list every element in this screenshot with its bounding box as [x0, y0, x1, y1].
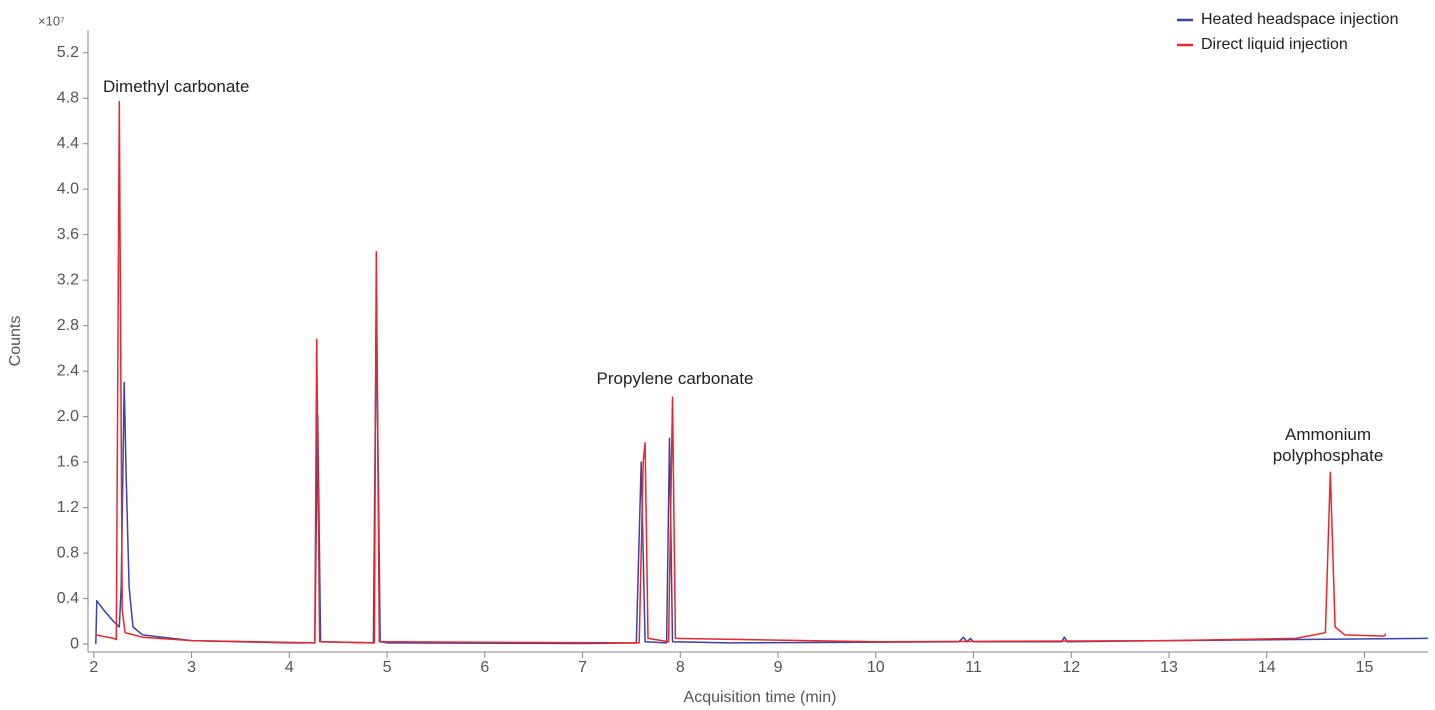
y-tick-label: 4.8 [57, 89, 79, 106]
x-tick-label: 14 [1258, 659, 1276, 676]
axis-multiplier: ×10⁷ [38, 13, 65, 28]
y-tick-label: 2.0 [57, 408, 79, 425]
x-tick-label: 5 [383, 659, 392, 676]
x-tick-label: 7 [578, 659, 587, 676]
x-tick-label: 6 [480, 659, 489, 676]
y-axis-title: Counts [7, 316, 24, 367]
x-tick-label: 11 [965, 659, 982, 676]
y-tick-label: 0.4 [57, 590, 79, 607]
legend-label: Heated headspace injection [1201, 11, 1398, 28]
y-tick-label: 1.6 [57, 453, 79, 470]
x-tick-label: 8 [676, 659, 685, 676]
x-tick-label: 3 [187, 659, 196, 676]
x-tick-label: 2 [89, 659, 98, 676]
y-tick-label: 5.2 [57, 44, 79, 61]
y-tick-label: 2.4 [57, 362, 79, 379]
y-tick-label: 1.2 [57, 499, 79, 516]
annotation: Ammonium polyphosphate [1272, 425, 1384, 465]
annotation: Dimethyl carbonate [103, 77, 250, 96]
x-tick-label: 15 [1356, 659, 1374, 676]
x-tick-label: 13 [1160, 659, 1178, 676]
x-tick-label: 4 [285, 659, 294, 676]
y-tick-label: 2.8 [57, 317, 79, 334]
y-tick-label: 3.6 [57, 226, 79, 243]
y-tick-label: 0 [70, 635, 79, 652]
legend-label: Direct liquid injection [1201, 36, 1348, 53]
series-line [95, 100, 1387, 644]
x-tick-label: 12 [1062, 659, 1080, 676]
y-tick-label: 4.0 [57, 180, 79, 197]
x-tick-label: 9 [774, 659, 783, 676]
y-tick-label: 3.2 [57, 271, 79, 288]
x-axis-title: Acquisition time (min) [684, 689, 837, 706]
y-tick-label: 0.8 [57, 544, 79, 561]
y-tick-label: 4.4 [57, 135, 79, 152]
x-tick-label: 10 [867, 659, 885, 676]
series-line [95, 304, 1429, 645]
annotation: Propylene carbonate [596, 369, 754, 388]
